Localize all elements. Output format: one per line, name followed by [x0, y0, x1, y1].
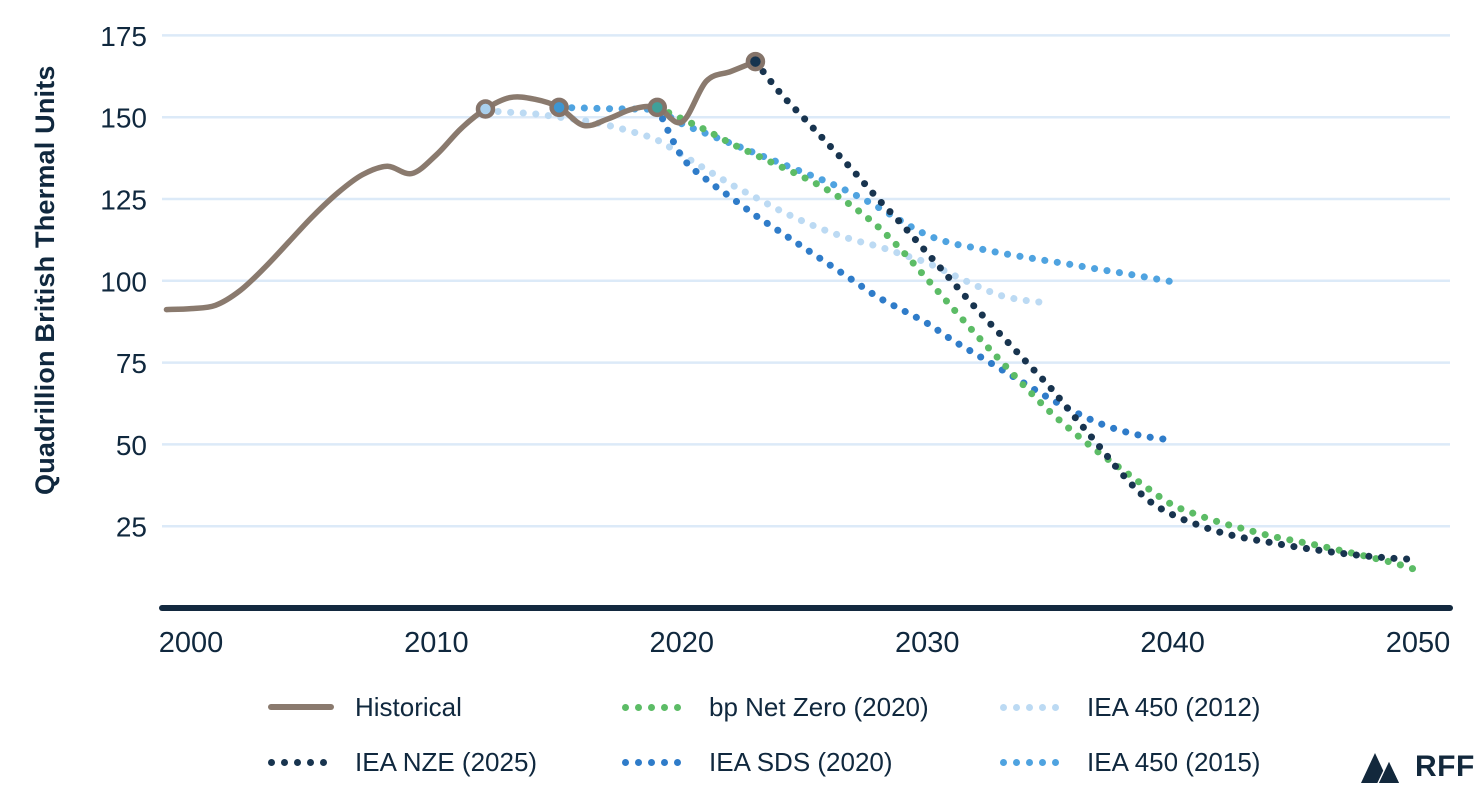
legend-line-swatch [268, 704, 334, 710]
legend-dot-swatch [635, 758, 642, 766]
legend-label-iea-nze-2025: IEA NZE (2025) [355, 746, 538, 777]
rff-logo-mountains-icon [1361, 752, 1402, 784]
legend-dot-swatch [1000, 703, 1007, 711]
legend-dot-swatch [268, 758, 275, 766]
legend-item-iea-nze-2025: IEA NZE (2025) [268, 747, 537, 777]
y-axis-title: Quadrillion British Thermal Units [30, 65, 60, 495]
legend-dot-swatch [674, 758, 681, 766]
legend-dot-swatch [661, 758, 668, 766]
rff-logo-text: RFF [1415, 750, 1475, 783]
legend-dot-swatch [320, 758, 327, 766]
branch-marker-2015 [549, 97, 569, 118]
legend-item-iea-450-2015: IEA 450 (2015) [1000, 747, 1260, 777]
legend-dot-swatch [674, 703, 681, 711]
legend-dot-swatch [1039, 758, 1046, 766]
y-tick-label-125: 125 [100, 185, 147, 216]
y-tick-label-100: 100 [100, 266, 147, 297]
legend-dot-swatch [294, 758, 301, 766]
legend-swatch-bp-net-zero-2020 [622, 703, 690, 711]
series-line-iea-450-2015 [555, 103, 1177, 286]
legend-dot-swatch [648, 703, 655, 711]
series-line-bp-net-zero-2020 [653, 103, 1422, 574]
legend-label-iea-sds-2020: IEA SDS (2020) [709, 746, 893, 777]
legend-dot-swatch [648, 758, 655, 766]
legend-item-iea-450-2012: IEA 450 (2012) [1000, 692, 1260, 722]
legend-item-historical: Historical [268, 692, 462, 722]
branch-marker-2019 [647, 97, 668, 118]
legend-swatch-iea-450-2015 [1000, 758, 1068, 766]
legend-dot-swatch [1052, 703, 1059, 711]
y-tick-label-50: 50 [116, 430, 147, 461]
branch-marker-2012 [475, 99, 496, 119]
series-line-iea-nze-2025 [751, 58, 1422, 564]
legend-label-iea-450-2012: IEA 450 (2012) [1087, 691, 1261, 722]
legend-swatch-iea-nze-2025 [268, 758, 336, 766]
rff-logo: RFF [1360, 750, 1475, 784]
series-line-historical [163, 58, 759, 313]
x-tick-label-2030: 2030 [895, 627, 960, 659]
legend-dot-swatch [1013, 703, 1020, 711]
legend-swatch-iea-sds-2020 [622, 758, 690, 766]
y-tick-label-175: 175 [100, 21, 147, 52]
legend-label-iea-450-2015: IEA 450 (2015) [1087, 746, 1261, 777]
legend-dot-swatch [622, 758, 629, 766]
legend-swatch-iea-450-2012 [1000, 703, 1068, 711]
legend-dot-swatch [1026, 703, 1033, 711]
legend-dot-swatch [1026, 758, 1033, 766]
legend-dot-swatch [1013, 758, 1020, 766]
series-line-iea-450-2012 [481, 107, 1054, 307]
x-tick-label-2050: 2050 [1386, 627, 1451, 659]
x-tick-label-2010: 2010 [404, 627, 469, 659]
legend-dot-swatch [307, 758, 314, 766]
legend-swatch-historical [268, 704, 336, 710]
y-tick-label-25: 25 [116, 512, 147, 543]
x-tick-label-2020: 2020 [650, 627, 715, 659]
legend-item-bp-net-zero-2020: bp Net Zero (2020) [622, 692, 929, 722]
x-tick-label-2040: 2040 [1140, 627, 1205, 659]
legend-dot-swatch [635, 703, 642, 711]
legend-dot-swatch [1000, 758, 1007, 766]
branch-marker-2023 [745, 51, 766, 72]
legend-dot-swatch [281, 758, 288, 766]
legend-label-bp-net-zero-2020: bp Net Zero (2020) [709, 691, 929, 722]
x-tick-label-2000: 2000 [159, 627, 224, 659]
series-line-iea-sds-2020 [653, 103, 1177, 444]
legend-dot-swatch [661, 703, 668, 711]
legend-dot-swatch [1052, 758, 1059, 766]
y-tick-label-150: 150 [100, 103, 147, 134]
y-tick-label-75: 75 [116, 348, 147, 379]
legend-label-historical: Historical [355, 691, 462, 722]
legend-dot-swatch [622, 703, 629, 711]
legend-dot-swatch [1039, 703, 1046, 711]
legend-item-iea-sds-2020: IEA SDS (2020) [622, 747, 893, 777]
